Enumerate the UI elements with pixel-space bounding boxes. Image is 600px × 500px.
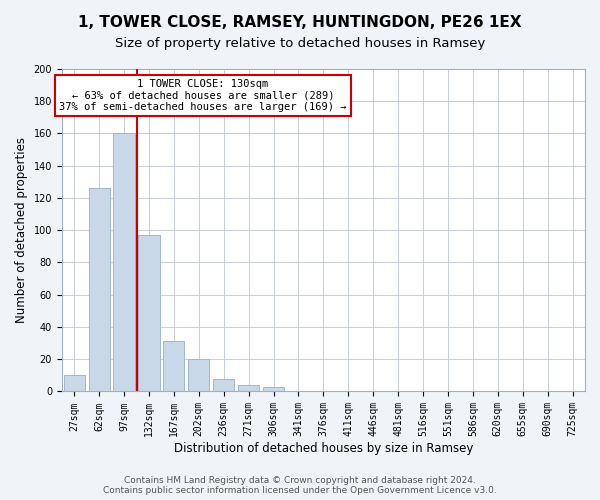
Text: 1 TOWER CLOSE: 130sqm
← 63% of detached houses are smaller (289)
37% of semi-det: 1 TOWER CLOSE: 130sqm ← 63% of detached … [59,78,347,112]
Bar [64,376,85,392]
Text: Size of property relative to detached houses in Ramsey: Size of property relative to detached ho… [115,38,485,51]
Bar [113,134,134,392]
Bar [163,342,184,392]
Bar [188,359,209,392]
Bar [89,188,110,392]
Bar [213,378,235,392]
X-axis label: Distribution of detached houses by size in Ramsey: Distribution of detached houses by size … [174,442,473,455]
Text: 1, TOWER CLOSE, RAMSEY, HUNTINGDON, PE26 1EX: 1, TOWER CLOSE, RAMSEY, HUNTINGDON, PE26… [78,15,522,30]
Bar [139,235,160,392]
Y-axis label: Number of detached properties: Number of detached properties [15,137,28,323]
Text: Contains HM Land Registry data © Crown copyright and database right 2024.
Contai: Contains HM Land Registry data © Crown c… [103,476,497,495]
Bar [238,385,259,392]
Bar [263,386,284,392]
